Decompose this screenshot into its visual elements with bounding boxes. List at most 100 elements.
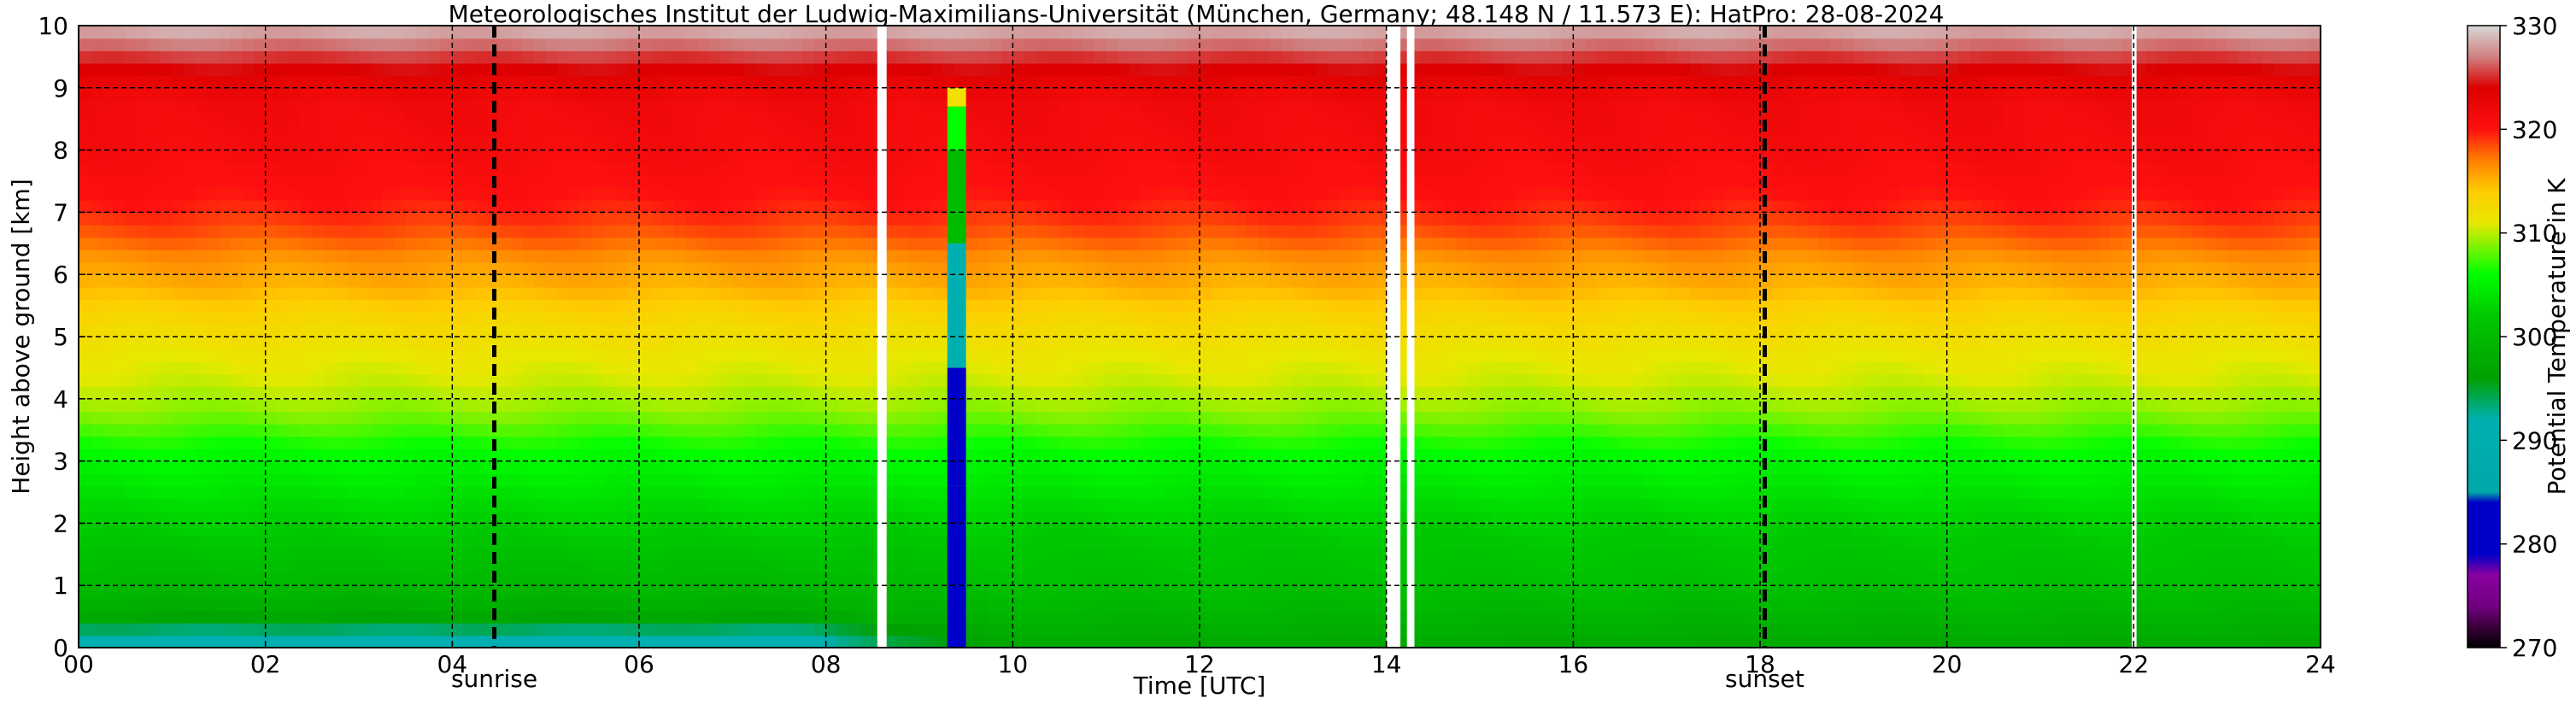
heatmap-cell [347, 212, 359, 225]
heatmap-cell [207, 523, 219, 536]
heatmap-cell [767, 26, 779, 38]
heatmap-cell [522, 324, 534, 337]
heatmap-cell [184, 399, 196, 412]
heatmap-cell [394, 287, 406, 300]
heatmap-cell [616, 100, 628, 113]
heatmap-cell [429, 50, 441, 63]
heatmap-cell [196, 399, 208, 412]
heatmap-cell [231, 187, 243, 200]
heatmap-cell [394, 549, 406, 561]
heatmap-cell [359, 212, 371, 225]
heatmap-cell [697, 287, 709, 300]
heatmap-cell [452, 238, 464, 250]
heatmap-cell [1118, 212, 1130, 225]
heatmap-cell [966, 411, 978, 424]
heatmap-cell [1047, 598, 1059, 611]
heatmap-cell [779, 536, 791, 549]
heatmap-cell [989, 361, 1001, 374]
heatmap-cell [277, 635, 289, 648]
heatmap-cell [989, 386, 1001, 399]
heatmap-cell [744, 386, 756, 399]
heatmap-cell [569, 75, 581, 88]
heatmap-cell [1047, 349, 1059, 362]
heatmap-cell [312, 623, 324, 636]
heatmap-cell [779, 511, 791, 524]
heatmap-cell [767, 635, 779, 648]
heatmap-cell [697, 249, 709, 262]
heatmap-cell [1047, 299, 1059, 312]
heatmap-cell [1012, 598, 1024, 611]
heatmap-cell [604, 200, 616, 213]
heatmap-cell [1083, 312, 1094, 325]
heatmap-cell [592, 436, 604, 449]
heatmap-cell [1083, 262, 1094, 275]
heatmap-cell [1177, 436, 1188, 449]
heatmap-cell [207, 411, 219, 424]
heatmap-cell [359, 113, 371, 126]
heatmap-cell [219, 436, 231, 449]
heatmap-cell [126, 113, 138, 126]
heatmap-cell [476, 361, 488, 374]
heatmap-cell [441, 486, 453, 499]
heatmap-cell [1200, 238, 1212, 250]
heatmap-cell [907, 349, 919, 362]
heatmap-cell [814, 312, 826, 325]
heatmap-cell [312, 238, 324, 250]
heatmap-cell [966, 585, 978, 598]
heatmap-cell [114, 113, 126, 126]
heatmap-cell [907, 337, 919, 349]
heatmap-cell [802, 349, 814, 362]
heatmap-cell [546, 225, 558, 238]
heatmap-cell [149, 635, 161, 648]
heatmap-cell [581, 536, 593, 549]
heatmap-cell [639, 162, 651, 175]
heatmap-cell [1188, 598, 1200, 611]
heatmap-cell [966, 436, 978, 449]
heatmap-cell [1106, 212, 1118, 225]
heatmap-cell [289, 585, 301, 598]
heatmap-cell [289, 100, 301, 113]
heatmap-cell [196, 498, 208, 511]
heatmap-cell [394, 88, 406, 101]
heatmap-cell [966, 249, 978, 262]
heatmap-cell [1083, 411, 1094, 424]
heatmap-cell [1071, 150, 1083, 163]
heatmap-cell [429, 449, 441, 461]
heatmap-cell [919, 635, 931, 648]
heatmap-cell [149, 473, 161, 486]
heatmap-cell [1083, 424, 1094, 437]
heatmap-cell [802, 274, 814, 287]
heatmap-cell [452, 100, 464, 113]
heatmap-cell [1036, 585, 1048, 598]
heatmap-cell [1200, 150, 1212, 163]
heatmap-cell [429, 573, 441, 586]
heatmap-cell [837, 274, 849, 287]
heatmap-cell [511, 411, 523, 424]
heatmap-cell [336, 461, 348, 474]
heatmap-cell [1188, 262, 1200, 275]
heatmap-cell [371, 249, 383, 262]
heatmap-cell [592, 486, 604, 499]
heatmap-cell [429, 63, 441, 76]
heatmap-cell [1188, 585, 1200, 598]
heatmap-cell [1001, 411, 1013, 424]
heatmap-cell [464, 486, 476, 499]
heatmap-cell [382, 100, 394, 113]
heatmap-cell [674, 498, 686, 511]
heatmap-cell [126, 299, 138, 312]
heatmap-cell [581, 411, 593, 424]
heatmap-cell [102, 498, 114, 511]
heatmap-cell [336, 324, 348, 337]
heatmap-cell [604, 498, 616, 511]
heatmap-cell [592, 150, 604, 163]
heatmap-cell [791, 312, 803, 325]
heatmap-cell [126, 598, 138, 611]
heatmap-cell [534, 125, 546, 138]
heatmap-cell [1212, 88, 1223, 101]
heatmap-cell [511, 349, 523, 362]
heatmap-cell [499, 238, 511, 250]
heatmap-cell [266, 200, 278, 213]
heatmap-cell [837, 635, 849, 648]
heatmap-cell [522, 424, 534, 437]
heatmap-cell [1001, 573, 1013, 586]
